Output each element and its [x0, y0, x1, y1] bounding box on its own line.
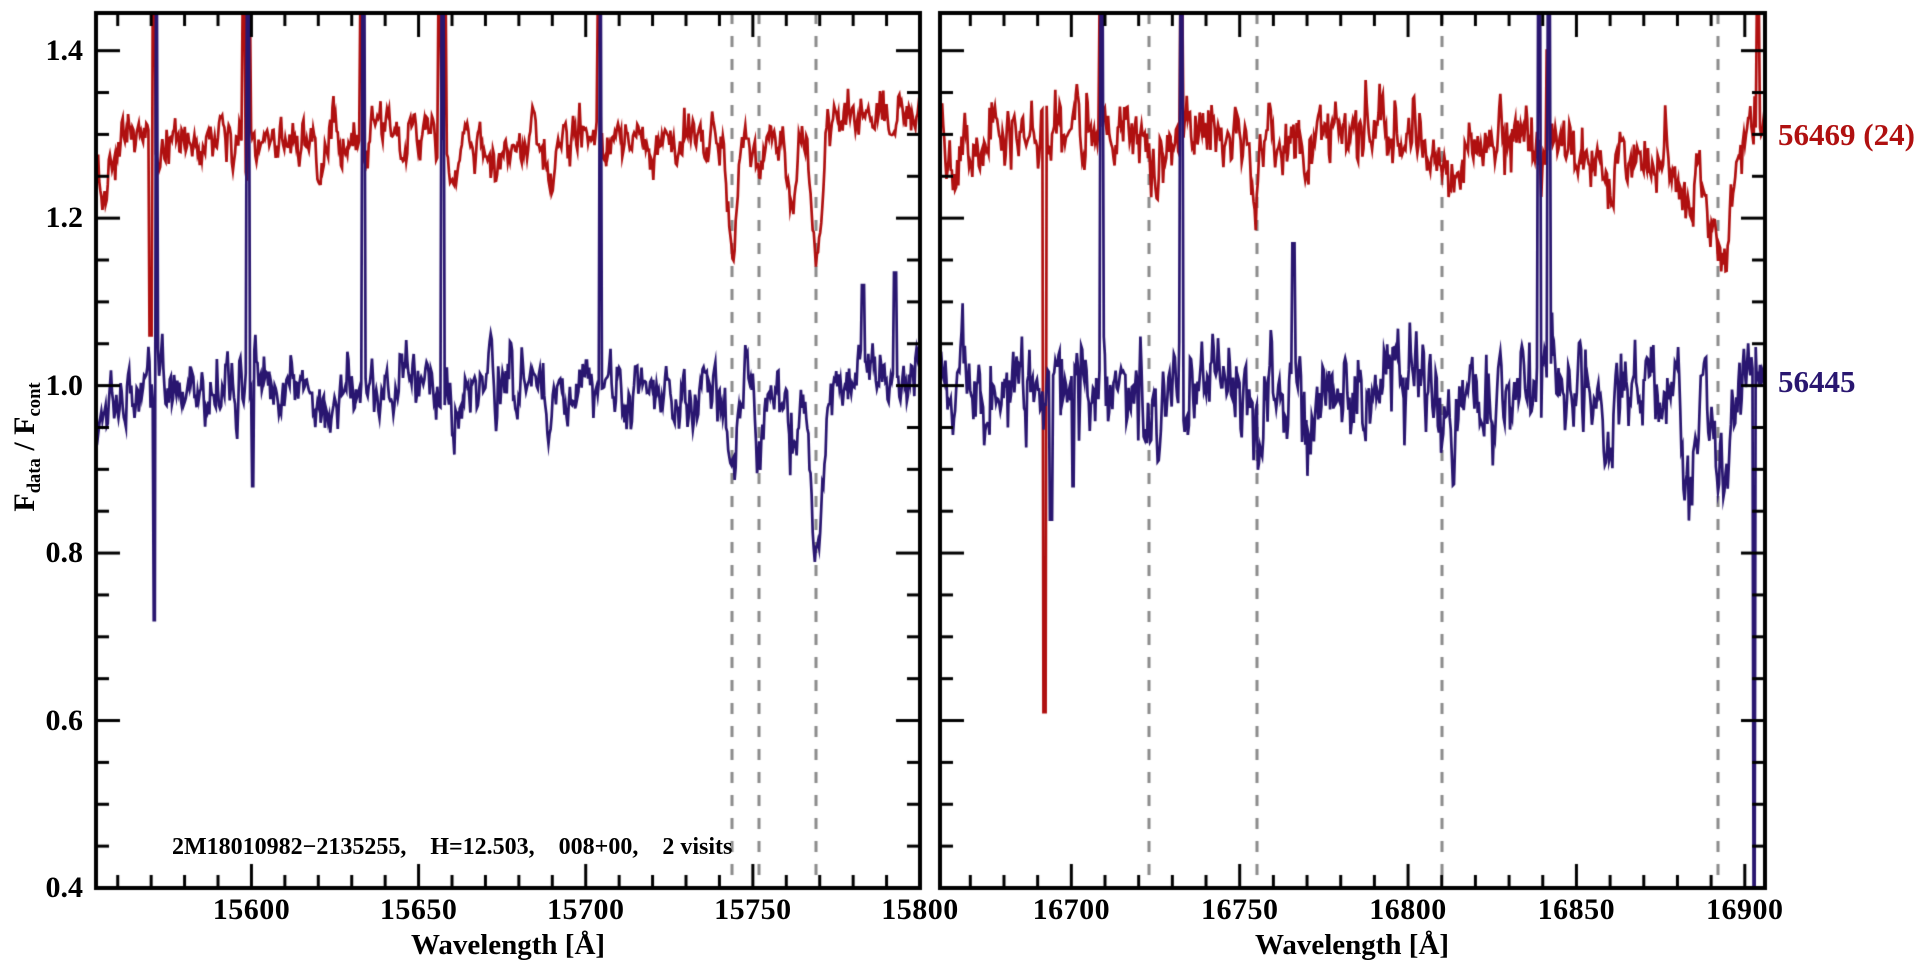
- x-tick-label: 15650: [379, 893, 458, 926]
- x-axis-title-left-panel: Wavelength [Å]: [410, 929, 606, 960]
- x-tick-label: 16700: [1032, 893, 1111, 926]
- x-tick-label: 15800: [881, 893, 959, 926]
- x-tick-label: 15600: [212, 893, 291, 926]
- y-tick-label: 0.4: [45, 871, 84, 904]
- series-label-mjd-56469: 56469 (24): [1778, 117, 1915, 152]
- y-axis-title-main2: / F: [8, 416, 42, 459]
- y-tick-label: 1.0: [45, 368, 84, 402]
- target-annotation: 2M18010982−2135255, H=12.503, 008+00, 2 …: [172, 834, 733, 860]
- y-tick-label: 0.6: [45, 703, 84, 737]
- y-axis-title-main1: F: [8, 493, 42, 512]
- y-axis-title-sub1: data: [23, 458, 45, 494]
- x-tick-label: 16800: [1369, 893, 1447, 926]
- x-tick-label: 15750: [714, 893, 792, 926]
- x-tick-label: 16850: [1537, 893, 1616, 926]
- x-tick-label: 16900: [1706, 893, 1784, 926]
- x-tick-label: 15700: [546, 893, 625, 926]
- y-tick-label: 1.4: [45, 33, 84, 67]
- series-label-mjd-56445: 56445: [1778, 364, 1856, 399]
- y-tick-label: 0.8: [45, 536, 84, 570]
- x-axis-title-right-panel: Wavelength [Å]: [1254, 929, 1450, 960]
- y-tick-label: 1.2: [45, 201, 84, 235]
- x-tick-label: 16750: [1200, 893, 1279, 926]
